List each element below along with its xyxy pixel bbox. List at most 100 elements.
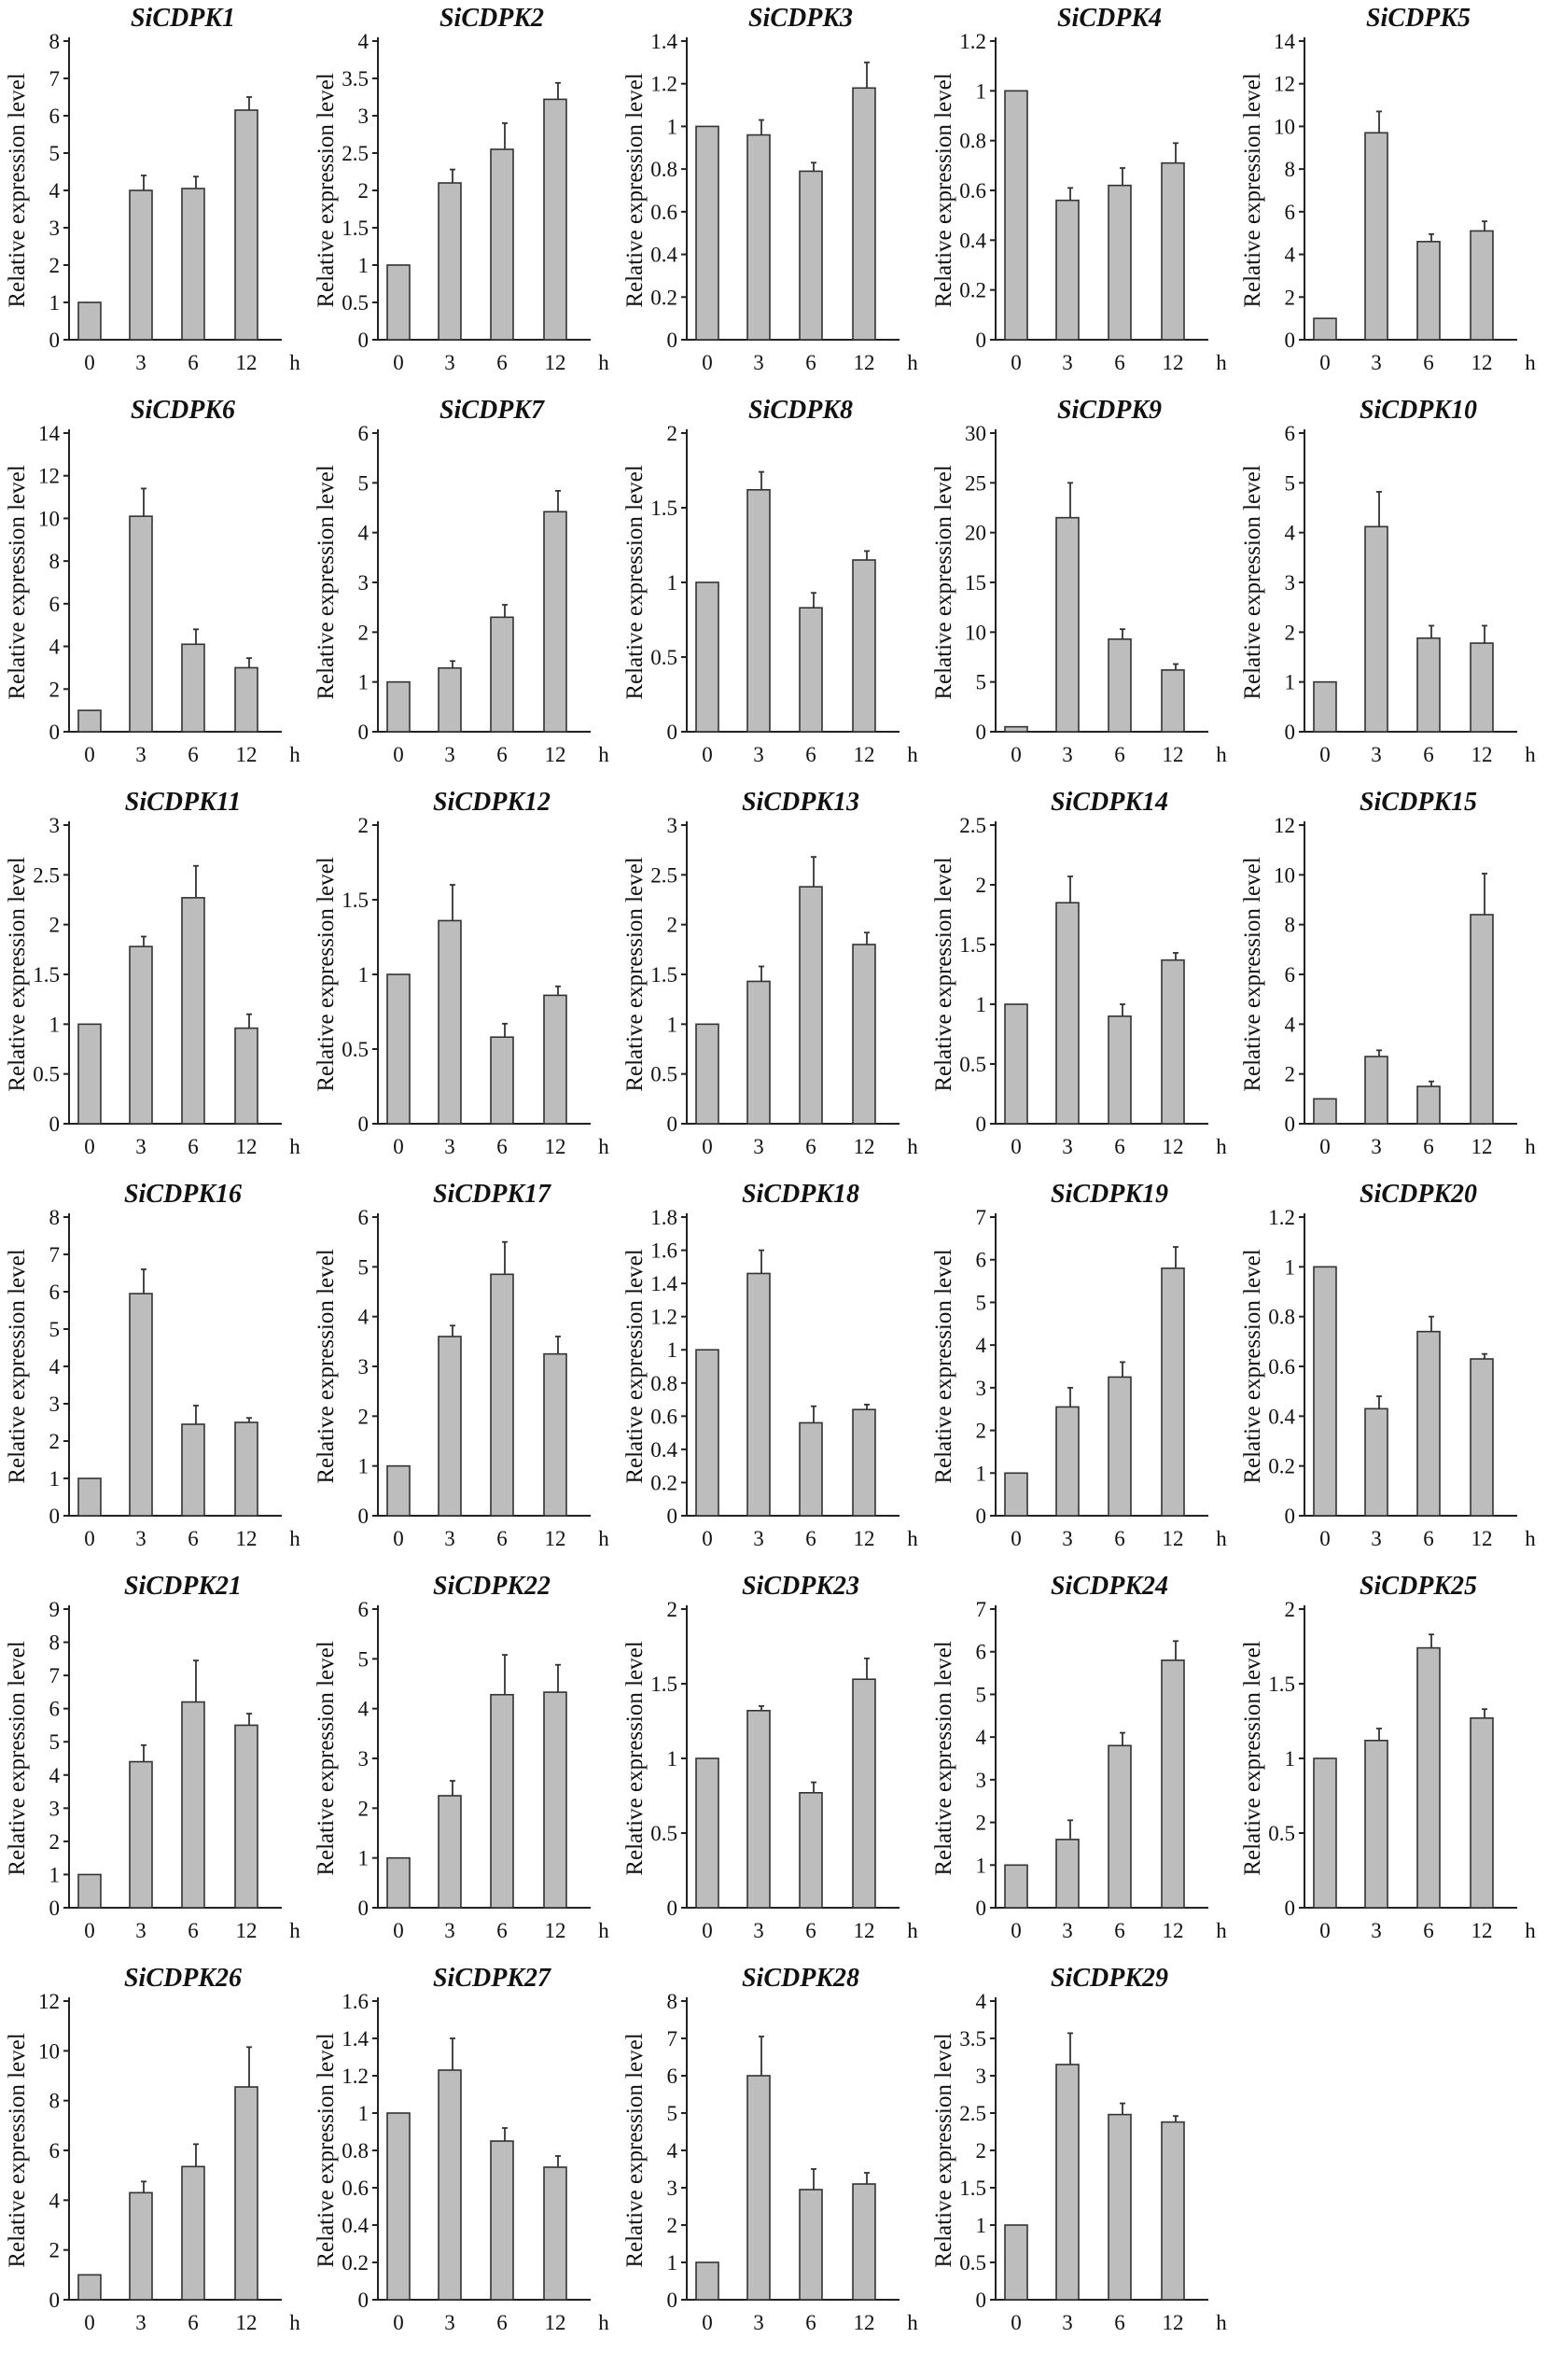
x-tick-label: 3 xyxy=(135,1135,146,1158)
x-tick-label: 3 xyxy=(444,1919,455,1942)
y-tick-label: 15 xyxy=(965,571,986,595)
bar xyxy=(1416,1085,1441,1125)
x-tick-label: 6 xyxy=(1114,2311,1125,2334)
x-tick-label: 12 xyxy=(1471,1135,1493,1158)
bar xyxy=(695,1023,719,1125)
bar xyxy=(1004,1003,1028,1125)
x-tick-label: 0 xyxy=(702,1919,713,1942)
x-axis-unit-label: h xyxy=(289,351,300,374)
chart-panel: SiCDPK20 Relative expression level 0 0.2 0.4… xyxy=(1237,1178,1541,1565)
x-tick-label: 3 xyxy=(135,743,146,766)
x-tick-label: 3 xyxy=(1062,351,1073,374)
y-tick-label: 5 xyxy=(976,1683,987,1706)
y-tick-label: 1 xyxy=(667,571,678,595)
y-tick-label: 3 xyxy=(358,105,370,128)
y-tick-label: 6 xyxy=(358,422,370,445)
bar-chart: SiCDPK6 Relative expression level 0 2 4 6 8 10 1… xyxy=(5,396,300,766)
x-tick-label: 0 xyxy=(1319,1135,1331,1158)
bar-chart: SiCDPK18 Relative expression level 0 0.2 0.4… xyxy=(622,1180,918,1550)
y-tick-label: 1.5 xyxy=(650,497,677,520)
y-axis-label: Relative expression level xyxy=(314,2033,339,2267)
y-tick-label: 4 xyxy=(667,2139,678,2163)
x-tick-label: 0 xyxy=(1011,743,1022,766)
bar xyxy=(490,616,514,733)
bar xyxy=(1055,516,1080,733)
x-tick-label: 12 xyxy=(854,1919,875,1942)
y-tick-label: 8 xyxy=(49,1206,61,1229)
y-tick-label: 30 xyxy=(965,422,986,445)
bar xyxy=(1108,184,1132,341)
x-tick-label: 0 xyxy=(84,1919,95,1942)
y-axis-label: Relative expression level xyxy=(314,465,339,699)
bar xyxy=(77,1873,102,1909)
chart-panel: SiCDPK16 Relative expression level 0 1 2 3 4 5 6… xyxy=(2,1178,306,1565)
y-tick-label: 0 xyxy=(49,721,61,744)
y-tick-label: 0.5 xyxy=(650,646,677,669)
y-tick-label: 7 xyxy=(49,1243,61,1267)
x-tick-label: 0 xyxy=(1319,1527,1331,1550)
y-tick-label: 2 xyxy=(976,874,987,897)
bar xyxy=(1004,2224,1028,2301)
bar-chart: SiCDPK2 Relative expression level 0 0.5 1 1.5… xyxy=(314,4,609,374)
x-axis-unit-label: h xyxy=(1216,1527,1227,1550)
y-tick-label: 1 xyxy=(667,1338,678,1362)
chart-panel: SiCDPK4 Relative expression level 0 0.2 0.4 0… xyxy=(928,2,1233,389)
bar xyxy=(746,980,771,1125)
x-tick-label: 12 xyxy=(1163,2311,1184,2334)
y-tick-label: 1 xyxy=(49,291,61,315)
y-tick-label: 1.5 xyxy=(650,963,677,987)
bar-chart: SiCDPK20 Relative expression level 0 0.2 0.4… xyxy=(1240,1180,1536,1550)
y-tick-label: 1 xyxy=(976,79,987,103)
y-tick-label: 1.2 xyxy=(650,1306,677,1329)
x-axis-unit-label: h xyxy=(1525,351,1536,374)
bar xyxy=(852,2183,876,2301)
bar xyxy=(1055,902,1080,1125)
x-tick-label: 0 xyxy=(84,2311,95,2334)
chart-panel: SiCDPK5 Relative expression level 0 2 4 6 8 10 1… xyxy=(1237,2,1541,389)
y-tick-label: 2 xyxy=(358,1797,370,1820)
y-tick-label: 1 xyxy=(976,1462,987,1485)
y-tick-label: 0 xyxy=(358,329,370,352)
bar-chart: SiCDPK15 Relative expression level 0 2 4 6 8 10… xyxy=(1240,788,1536,1158)
x-tick-label: 6 xyxy=(1114,1527,1125,1550)
x-tick-label: 3 xyxy=(753,351,764,374)
bar-chart: SiCDPK5 Relative expression level 0 2 4 6 8 10 1… xyxy=(1240,4,1536,374)
y-tick-label: 5 xyxy=(976,671,987,694)
y-axis-label: Relative expression level xyxy=(931,857,956,1091)
bar xyxy=(1364,525,1388,733)
x-tick-label: 12 xyxy=(545,1527,566,1550)
bar xyxy=(1470,230,1494,341)
y-tick-label: 6 xyxy=(49,2139,61,2163)
bar-chart: SiCDPK3 Relative expression level 0 0.2 0.4 0… xyxy=(622,4,918,374)
bar xyxy=(234,1421,258,1517)
bar xyxy=(1470,642,1494,733)
bar xyxy=(386,1856,411,1909)
y-tick-label: 0.5 xyxy=(342,291,369,315)
y-tick-label: 1 xyxy=(358,1847,370,1870)
y-tick-label: 4 xyxy=(49,2189,61,2212)
x-axis-unit-label: h xyxy=(598,2311,609,2334)
chart-title: SiCDPK4 xyxy=(1057,4,1162,33)
chart-panel: SiCDPK17 Relative expression level 0 1 2 3 4 5 6… xyxy=(311,1178,615,1565)
x-tick-label: 3 xyxy=(444,1135,455,1158)
bar xyxy=(695,1349,719,1517)
y-tick-label: 2 xyxy=(667,1598,678,1621)
x-tick-label: 0 xyxy=(393,351,404,374)
y-tick-label: 0 xyxy=(976,1505,987,1528)
y-tick-label: 1 xyxy=(358,671,370,694)
x-tick-label: 12 xyxy=(1163,1919,1184,1942)
y-tick-label: 1.5 xyxy=(959,933,986,957)
bar xyxy=(129,515,153,733)
y-tick-label: 1.5 xyxy=(342,889,369,912)
y-tick-label: 1 xyxy=(976,993,987,1016)
y-tick-label: 1 xyxy=(1285,1747,1296,1771)
y-tick-label: 6 xyxy=(49,593,61,616)
y-tick-label: 2 xyxy=(358,814,370,837)
y-tick-label: 0.6 xyxy=(650,1405,677,1428)
bar xyxy=(129,1760,153,1909)
x-tick-label: 0 xyxy=(1011,1135,1022,1158)
bar xyxy=(1313,1098,1337,1125)
bar xyxy=(799,1792,823,1909)
